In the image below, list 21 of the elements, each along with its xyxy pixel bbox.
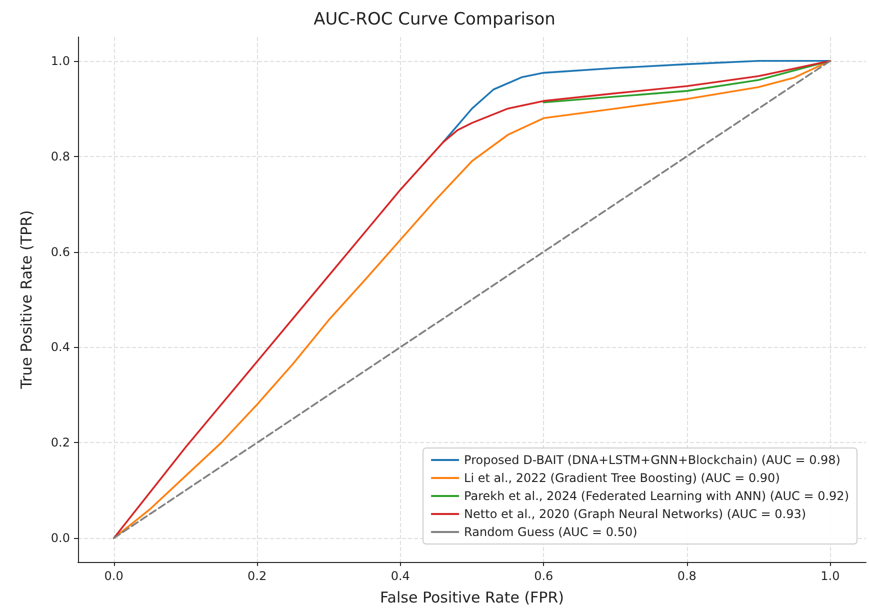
y-axis-title: True Positive Rate (TPR) [18,210,36,390]
y-tick-label: 0.2 [50,436,70,450]
x-tick-label: 1.0 [820,569,840,583]
legend-label: Random Guess (AUC = 0.50) [464,525,638,539]
y-tick-label: 0.4 [50,340,70,354]
x-tick-label: 0.6 [534,569,554,583]
y-tick-label: 0.0 [50,531,70,546]
x-tick-label: 0.4 [390,569,410,583]
x-tick-label: 0.0 [104,569,124,583]
legend-label: Netto et al., 2020 (Graph Neural Networks) (AUC = 0.93) [464,507,806,521]
y-tick-label: 1.0 [50,54,70,68]
legend-label: Parekh et al., 2024 (Federated Learning with ANN) (AUC = 0.92) [464,489,850,503]
chart-title: AUC-ROC Curve Comparison [314,10,556,30]
legend-label: Li et al., 2022 (Gradient Tree Boosting) (AUC = 0.90) [464,471,780,485]
line-series [442,60,832,143]
y-tick-label: 0.8 [50,149,70,164]
legend-label: Proposed D-BAIT (DNA+LSTM+GNN+Blockchain) (AUC = 0.98) [464,453,840,467]
y-tick-label: 0.6 [50,244,70,259]
x-tick-label: 0.8 [677,569,696,583]
x-tick-label: 0.2 [248,569,267,583]
x-axis-title: False Positive Rate (FPR) [380,588,564,606]
